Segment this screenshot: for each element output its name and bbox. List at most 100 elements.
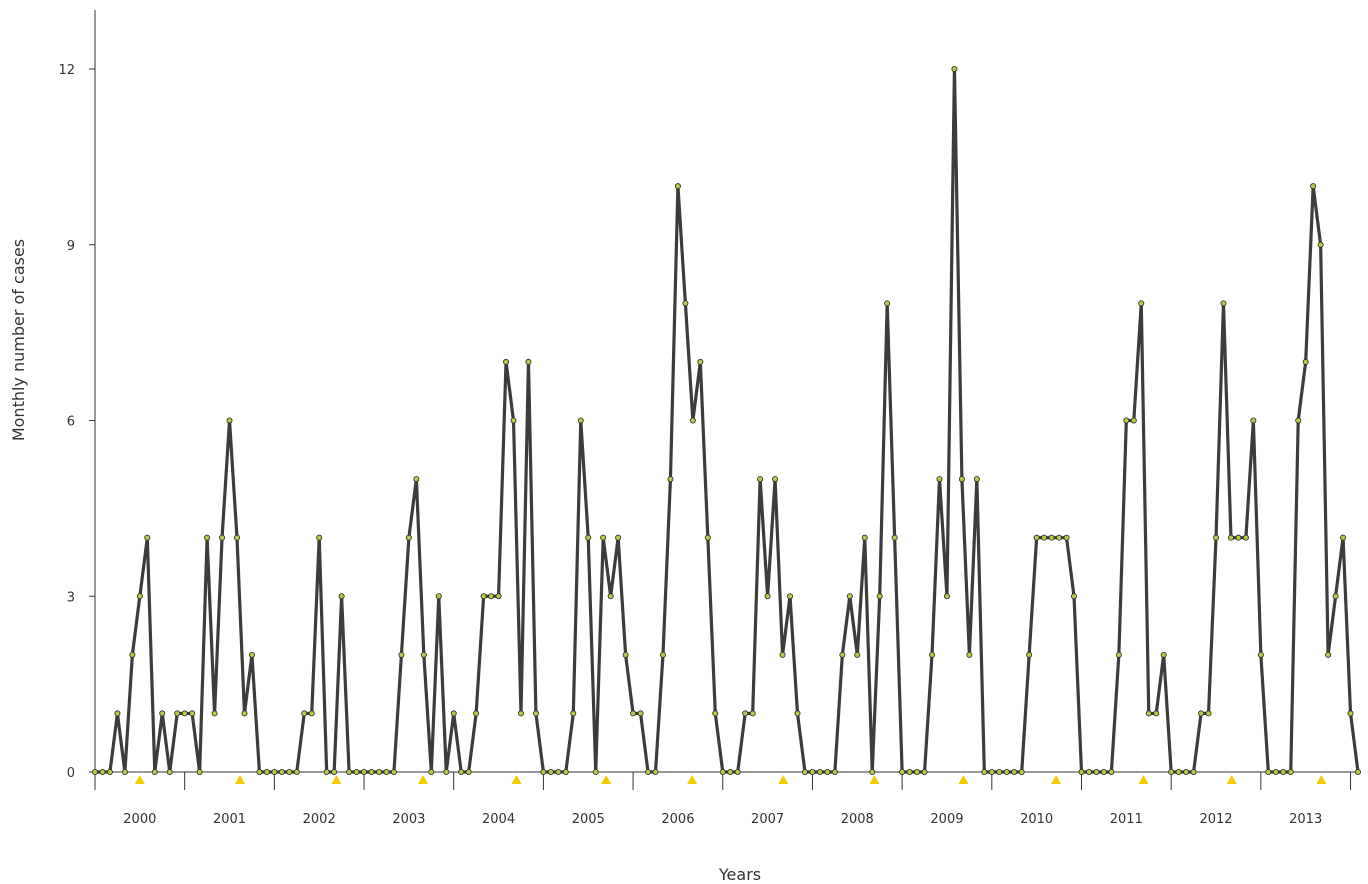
data-point [951, 66, 958, 73]
data-point [1093, 769, 1100, 776]
x-tick-label: 2001 [213, 812, 246, 827]
data-point [241, 710, 248, 717]
data-point [742, 710, 749, 717]
data-point [1280, 769, 1287, 776]
data-point [906, 769, 913, 776]
data-point [450, 710, 457, 717]
y-tick-label: 9 [67, 239, 75, 254]
data-point [473, 710, 480, 717]
data-point [547, 769, 554, 776]
year-marker-triangle [234, 775, 245, 784]
year-marker-triangle [511, 775, 522, 784]
data-point [734, 769, 741, 776]
data-point [99, 769, 106, 776]
data-point [936, 476, 943, 483]
data-point [1190, 769, 1197, 776]
series-line [95, 68, 1360, 774]
data-point [966, 651, 973, 658]
data-point [824, 769, 831, 776]
data-point [166, 769, 173, 776]
data-point [816, 769, 823, 776]
data-point [831, 769, 838, 776]
data-point [540, 769, 547, 776]
data-point [316, 534, 323, 541]
data-point [338, 593, 345, 600]
data-point [884, 300, 891, 307]
data-point [405, 534, 412, 541]
data-point [121, 769, 128, 776]
data-point [1220, 300, 1227, 307]
data-point [92, 769, 99, 776]
y-tick-label: 12 [58, 63, 75, 78]
data-point [256, 769, 263, 776]
data-point [1071, 593, 1078, 600]
y-tick-label: 6 [67, 415, 75, 430]
data-point [1287, 769, 1294, 776]
data-point [323, 769, 330, 776]
x-tick-label: 2007 [751, 812, 784, 827]
data-point [704, 534, 711, 541]
data-point [368, 769, 375, 776]
data-point [914, 769, 921, 776]
data-point [667, 476, 674, 483]
data-point [787, 593, 794, 600]
year-marker-triangle [687, 775, 698, 784]
data-point [645, 769, 652, 776]
data-point [1026, 651, 1033, 658]
data-point [361, 769, 368, 776]
data-point [346, 769, 353, 776]
data-point [1355, 769, 1362, 776]
data-point [204, 534, 211, 541]
data-point [1115, 651, 1122, 658]
data-point [562, 769, 569, 776]
data-point [532, 710, 539, 717]
data-point [652, 769, 659, 776]
data-point [749, 710, 756, 717]
data-point [921, 769, 928, 776]
data-point [891, 534, 898, 541]
data-point [637, 710, 644, 717]
data-point [727, 769, 734, 776]
data-point [510, 417, 517, 424]
data-point [1265, 769, 1272, 776]
data-point [308, 710, 315, 717]
data-point [876, 593, 883, 600]
data-point [211, 710, 218, 717]
data-point [495, 593, 502, 600]
data-point [1242, 534, 1249, 541]
data-point [1175, 769, 1182, 776]
axes [89, 10, 1358, 790]
year-marker-triangle [869, 775, 880, 784]
data-point [488, 593, 495, 600]
data-point [1130, 417, 1137, 424]
year-marker-triangle [1138, 775, 1149, 784]
data-point [390, 769, 397, 776]
data-point [1257, 651, 1264, 658]
data-point [1033, 534, 1040, 541]
data-point [943, 593, 950, 600]
data-point [1310, 183, 1317, 190]
data-point [1085, 769, 1092, 776]
data-point [809, 769, 816, 776]
data-point [480, 593, 487, 600]
data-point [585, 534, 592, 541]
year-marker-triangle [134, 775, 145, 784]
data-point [144, 534, 151, 541]
data-point [1100, 769, 1107, 776]
x-tick-label: 2003 [392, 812, 425, 827]
data-point [458, 769, 465, 776]
data-point [428, 769, 435, 776]
data-point [973, 476, 980, 483]
data-point [861, 534, 868, 541]
data-point [1168, 769, 1175, 776]
x-tick-label: 2009 [930, 812, 963, 827]
data-point [278, 769, 285, 776]
data-point [801, 769, 808, 776]
data-point [764, 593, 771, 600]
y-tick-label: 3 [67, 590, 75, 605]
data-point [375, 769, 382, 776]
x-tick-label: 2005 [572, 812, 605, 827]
year-marker-triangle [958, 775, 969, 784]
data-point [106, 769, 113, 776]
